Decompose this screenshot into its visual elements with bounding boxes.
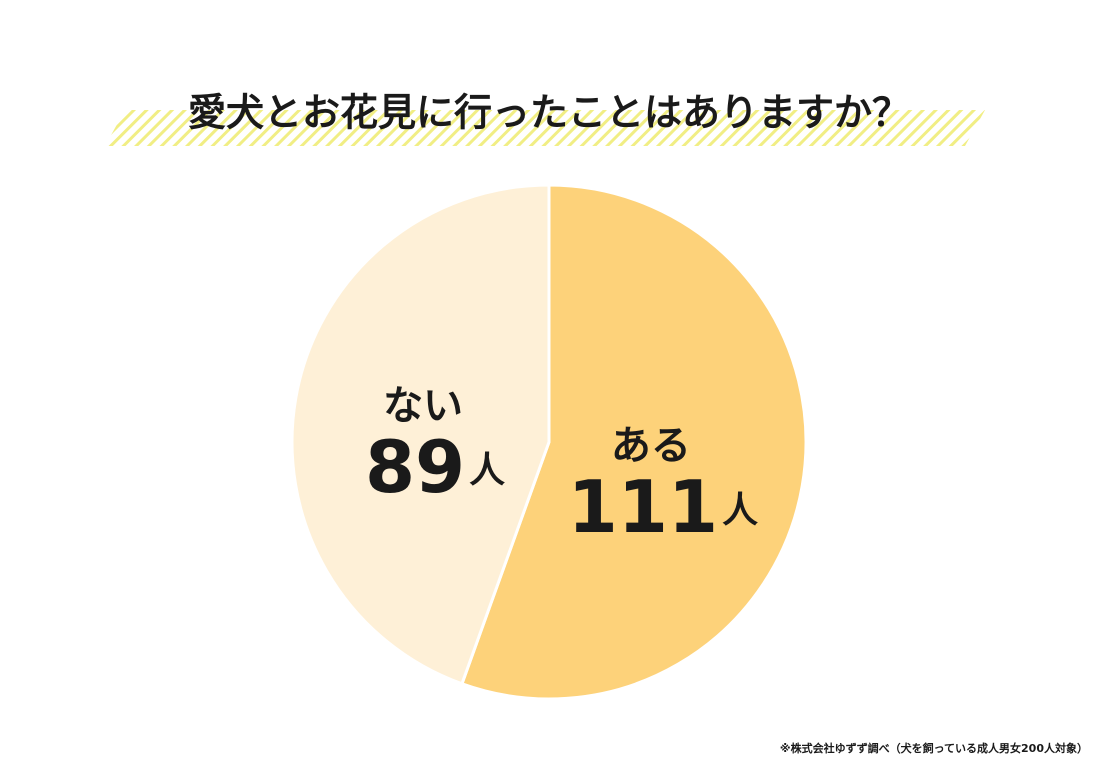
category-label: ある — [611, 423, 691, 469]
value-label: 89 人 — [365, 425, 505, 509]
pie-slice — [460, 183, 808, 701]
pie — [290, 183, 808, 701]
pie-slice — [290, 183, 551, 686]
category-label: ない — [383, 383, 463, 429]
chart-title: 愛犬とお花見に行ったことはありますか？ — [188, 91, 910, 135]
value-label: 111 人 — [568, 464, 758, 548]
footnote: ※株式会社ゆずず調べ（犬を飼っている成人男女200人対象） — [780, 741, 1088, 755]
title-highlight — [105, 110, 985, 146]
